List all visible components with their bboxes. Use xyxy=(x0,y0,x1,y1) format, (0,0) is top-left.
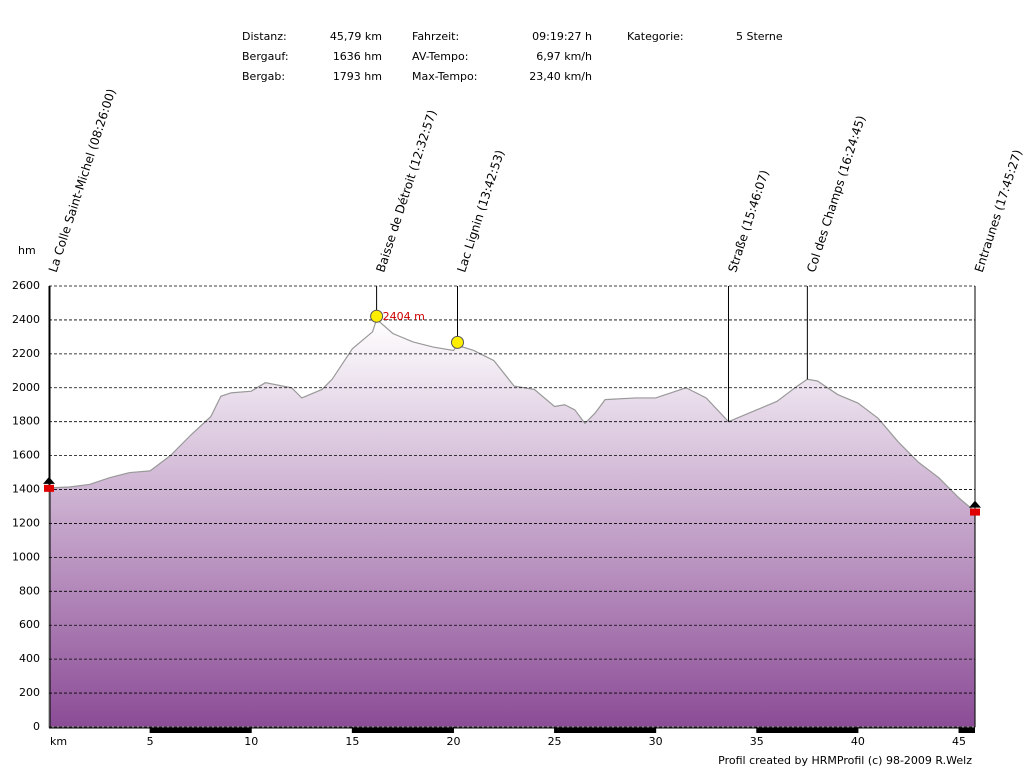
stat-label: Kategorie: xyxy=(627,30,684,43)
stat-value: 5 Sterne xyxy=(736,30,783,43)
x-axis-label: km xyxy=(50,735,67,748)
axis-band xyxy=(150,728,252,733)
y-tick-label: 2400 xyxy=(12,313,40,326)
x-tick-label: 30 xyxy=(649,735,663,748)
stat-value: 09:19:27 h xyxy=(532,30,592,43)
y-tick-label: 400 xyxy=(19,652,40,665)
waypoint-label: Baisse de Détroit (12:32:57) xyxy=(373,108,439,274)
flag-icon xyxy=(970,508,980,516)
waypoint-label: Straße (15:46:07) xyxy=(725,168,771,274)
stat-label: Max-Tempo: xyxy=(412,70,477,83)
y-tick-label: 1400 xyxy=(12,483,40,496)
waypoint-label: Lac Lignin (13:42:53) xyxy=(454,148,507,274)
stat-label: Fahrzeit: xyxy=(412,30,459,43)
axis-band xyxy=(352,728,454,733)
waypoint-label: La Colle Saint-Michel (08:26:00) xyxy=(46,87,119,274)
waypoint-label: Entraunes (17:45:27) xyxy=(972,148,1024,274)
axis-band xyxy=(554,728,656,733)
flag-icon xyxy=(44,484,54,492)
stat-label: AV-Tempo: xyxy=(412,50,468,63)
x-tick-label: 25 xyxy=(548,735,562,748)
y-tick-label: 2200 xyxy=(12,347,40,360)
y-tick-label: 0 xyxy=(33,720,40,733)
y-tick-label: 2000 xyxy=(12,381,40,394)
y-tick-label: 2600 xyxy=(12,279,40,292)
y-tick-label: 200 xyxy=(19,686,40,699)
smiley-icon xyxy=(370,309,384,323)
x-tick-label: 45 xyxy=(952,735,966,748)
stat-label: Bergab: xyxy=(242,70,285,83)
y-tick-label: 1600 xyxy=(12,449,40,462)
x-tick-label: 15 xyxy=(345,735,359,748)
y-tick-label: 600 xyxy=(19,618,40,631)
flag-icon xyxy=(969,500,981,508)
x-tick-label: 20 xyxy=(446,735,460,748)
smiley-icon xyxy=(450,335,464,349)
stat-label: Distanz: xyxy=(242,30,287,43)
flag-icon xyxy=(43,476,55,484)
axis-band xyxy=(959,728,975,733)
x-tick-label: 40 xyxy=(851,735,865,748)
y-tick-label: 1800 xyxy=(12,415,40,428)
x-tick-label: 5 xyxy=(147,735,154,748)
stat-label: Bergauf: xyxy=(242,50,289,63)
axis-band xyxy=(756,728,858,733)
y-axis-label: hm xyxy=(18,244,36,257)
y-tick-label: 1200 xyxy=(12,516,40,529)
stat-value: 1636 hm xyxy=(333,50,382,63)
y-tick-label: 1000 xyxy=(12,550,40,563)
waypoint-label: Col des Champs (16:24:45) xyxy=(804,114,868,274)
y-tick-label: 800 xyxy=(19,584,40,597)
stat-value: 45,79 km xyxy=(330,30,382,43)
peak-label: 2404 m xyxy=(383,310,425,323)
x-tick-label: 10 xyxy=(244,735,258,748)
stat-value: 23,40 km/h xyxy=(529,70,592,83)
footer: Profil created by HRMProfil (c) 98-2009 … xyxy=(718,754,972,767)
x-tick-label: 35 xyxy=(750,735,764,748)
stat-value: 6,97 km/h xyxy=(536,50,592,63)
stat-value: 1793 hm xyxy=(333,70,382,83)
